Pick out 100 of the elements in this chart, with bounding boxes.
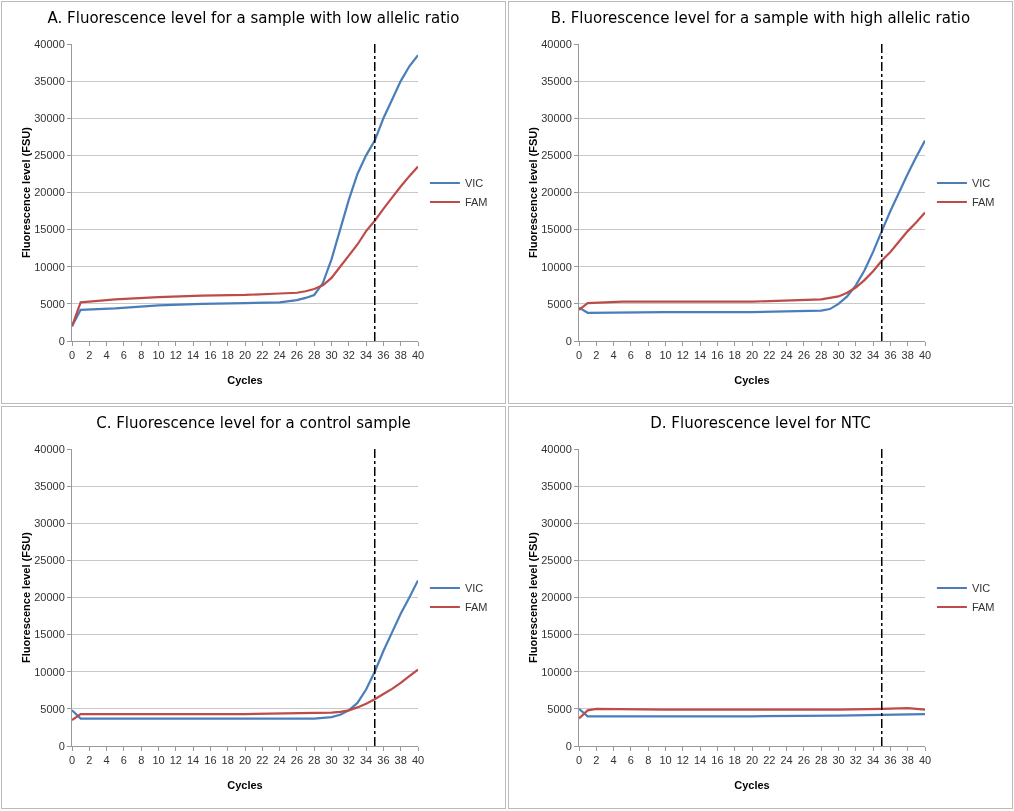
y-tick-label: 25000 bbox=[541, 149, 572, 162]
x-tick-label: 40 bbox=[411, 349, 425, 362]
y-tick-label: 20000 bbox=[34, 186, 65, 199]
x-tick-label: 30 bbox=[325, 349, 338, 362]
x-tick-label: 34 bbox=[359, 349, 373, 362]
legend-label: VIC bbox=[971, 177, 991, 190]
y-tick-label: 25000 bbox=[34, 554, 65, 567]
x-tick-label: 18 bbox=[728, 349, 741, 362]
y-tick-label: 10000 bbox=[34, 260, 65, 273]
x-tick-label: 28 bbox=[308, 349, 321, 362]
x-tick-label: 0 bbox=[68, 754, 76, 767]
line-series bbox=[72, 165, 418, 328]
chart-title: B. Fluorescence level for a sample with high allelic ratio bbox=[550, 8, 971, 27]
x-tick-label: 30 bbox=[832, 754, 845, 767]
x-tick-label: 28 bbox=[815, 349, 828, 362]
x-tick-label: 28 bbox=[815, 754, 828, 767]
legend-label: FAM bbox=[971, 601, 995, 614]
x-tick-label: 18 bbox=[728, 754, 741, 767]
y-axis-title: Fluorescence level (FSU) bbox=[527, 531, 540, 663]
x-tick-label: 40 bbox=[411, 754, 425, 767]
x-tick-label: 20 bbox=[238, 754, 252, 767]
x-tick-label: 10 bbox=[659, 754, 672, 767]
y-tick-label: 35000 bbox=[541, 74, 572, 87]
x-tick-label: 4 bbox=[103, 754, 110, 767]
x-tick-label: 8 bbox=[645, 349, 652, 362]
x-tick-label: 12 bbox=[169, 754, 182, 767]
x-tick-label: 24 bbox=[780, 754, 793, 767]
y-tick-label: 0 bbox=[565, 334, 572, 347]
x-tick-label: 16 bbox=[204, 754, 217, 767]
x-tick-label: 8 bbox=[645, 754, 652, 767]
y-axis-title: Fluorescence level (FSU) bbox=[527, 126, 540, 258]
y-tick-label: 5000 bbox=[547, 702, 572, 715]
x-tick-label: 40 bbox=[918, 349, 932, 362]
x-tick-label: 16 bbox=[204, 349, 217, 362]
chart-title: D. Fluorescence level for NTC bbox=[650, 413, 871, 432]
y-axis-title: Fluorescence level (FSU) bbox=[20, 126, 33, 258]
x-tick-label: 16 bbox=[711, 754, 724, 767]
y-tick-label: 15000 bbox=[541, 628, 572, 641]
x-tick-label: 36 bbox=[377, 349, 390, 362]
legend-label: FAM bbox=[464, 601, 488, 614]
x-tick-label: 32 bbox=[342, 754, 355, 767]
x-tick-label: 38 bbox=[901, 349, 914, 362]
x-axis-title: Cycles bbox=[227, 374, 263, 386]
legend-label: VIC bbox=[971, 582, 991, 595]
y-tick-label: 40000 bbox=[541, 37, 572, 50]
line-series bbox=[579, 211, 925, 311]
chart-title: C. Fluorescence level for a control sample bbox=[96, 413, 411, 432]
x-tick-label: 0 bbox=[575, 349, 583, 362]
x-tick-label: 2 bbox=[86, 754, 93, 767]
x-tick-label: 26 bbox=[797, 349, 811, 362]
x-tick-label: 12 bbox=[169, 349, 182, 362]
x-tick-label: 24 bbox=[780, 349, 793, 362]
x-tick-label: 18 bbox=[221, 754, 234, 767]
x-tick-label: 2 bbox=[86, 349, 93, 362]
x-tick-label: 36 bbox=[884, 349, 897, 362]
x-tick-label: 30 bbox=[832, 349, 845, 362]
y-tick-label: 10000 bbox=[541, 260, 572, 273]
x-tick-label: 2 bbox=[593, 349, 600, 362]
x-tick-label: 12 bbox=[676, 349, 689, 362]
y-axis-title: Fluorescence level (FSU) bbox=[20, 531, 33, 663]
y-tick-label: 25000 bbox=[541, 554, 572, 567]
y-tick-label: 0 bbox=[565, 739, 572, 752]
y-tick-label: 30000 bbox=[34, 112, 65, 125]
x-tick-label: 20 bbox=[745, 754, 759, 767]
y-tick-label: 10000 bbox=[541, 665, 572, 678]
line-series bbox=[72, 54, 418, 328]
x-tick-label: 36 bbox=[884, 754, 897, 767]
x-tick-label: 34 bbox=[866, 349, 880, 362]
y-tick-label: 35000 bbox=[541, 479, 572, 492]
line-series bbox=[72, 579, 418, 720]
x-tick-label: 36 bbox=[377, 754, 390, 767]
x-tick-label: 32 bbox=[849, 349, 862, 362]
x-tick-label: 34 bbox=[866, 754, 880, 767]
y-tick-label: 0 bbox=[58, 739, 65, 752]
x-tick-label: 6 bbox=[120, 754, 127, 767]
y-tick-label: 30000 bbox=[541, 517, 572, 530]
x-tick-label: 6 bbox=[627, 349, 634, 362]
y-tick-label: 20000 bbox=[541, 591, 572, 604]
y-tick-label: 20000 bbox=[34, 591, 65, 604]
y-tick-label: 0 bbox=[58, 334, 65, 347]
y-tick-label: 5000 bbox=[547, 297, 572, 310]
x-tick-label: 28 bbox=[308, 754, 321, 767]
legend-label: FAM bbox=[971, 196, 995, 209]
y-tick-label: 10000 bbox=[34, 665, 65, 678]
y-tick-label: 20000 bbox=[541, 186, 572, 199]
chart-title: A. Fluorescence level for a sample with low allelic ratio bbox=[47, 8, 460, 27]
x-tick-label: 10 bbox=[659, 349, 672, 362]
x-axis-title: Cycles bbox=[227, 779, 263, 791]
legend-label: FAM bbox=[464, 196, 488, 209]
y-tick-label: 25000 bbox=[34, 149, 65, 162]
line-series bbox=[579, 139, 925, 314]
x-tick-label: 6 bbox=[120, 349, 127, 362]
y-tick-label: 35000 bbox=[34, 74, 65, 87]
x-tick-label: 8 bbox=[138, 349, 145, 362]
x-tick-label: 38 bbox=[394, 349, 407, 362]
x-tick-label: 16 bbox=[711, 349, 724, 362]
x-tick-label: 10 bbox=[152, 754, 165, 767]
x-tick-label: 32 bbox=[849, 754, 862, 767]
x-tick-label: 40 bbox=[918, 754, 932, 767]
x-tick-label: 0 bbox=[68, 349, 76, 362]
